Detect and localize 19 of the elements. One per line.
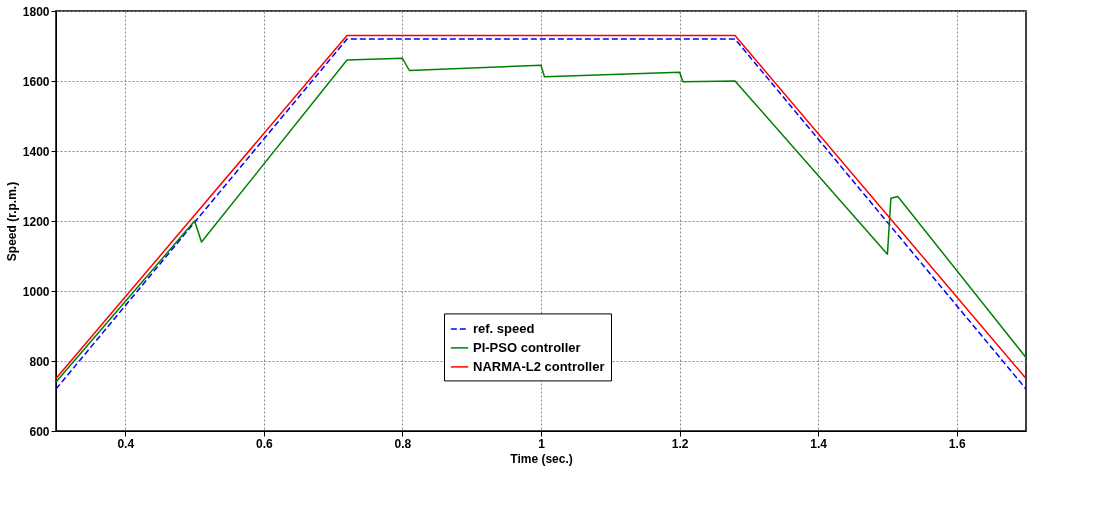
y-axis-title: Speed (r.p.m.) <box>4 181 19 262</box>
legend-label: PI-PSO controller <box>473 339 581 355</box>
y-tick-label: 1200 <box>22 214 50 229</box>
x-tick-label: 1.6 <box>948 436 966 451</box>
x-tick-label: 1.4 <box>810 436 828 451</box>
y-tick-label: 1600 <box>22 74 50 89</box>
x-tick-label: 1 <box>538 436 546 451</box>
y-tick-label: 1800 <box>22 4 50 19</box>
x-tick-label: 0.8 <box>394 436 412 451</box>
x-tick-label: 0.4 <box>117 436 135 451</box>
x-tick-label: 1.2 <box>671 436 689 451</box>
y-tick-label: 600 <box>29 424 50 439</box>
y-tick-label: 800 <box>29 354 50 369</box>
legend-label: NARMA-L2 controller <box>473 358 605 374</box>
x-tick-label: 0.6 <box>256 436 274 451</box>
x-axis-title: Time (sec.) <box>510 451 573 466</box>
legend-label: ref. speed <box>473 320 535 336</box>
y-tick-label: 1400 <box>22 144 50 159</box>
y-tick-label: 1000 <box>22 284 50 299</box>
